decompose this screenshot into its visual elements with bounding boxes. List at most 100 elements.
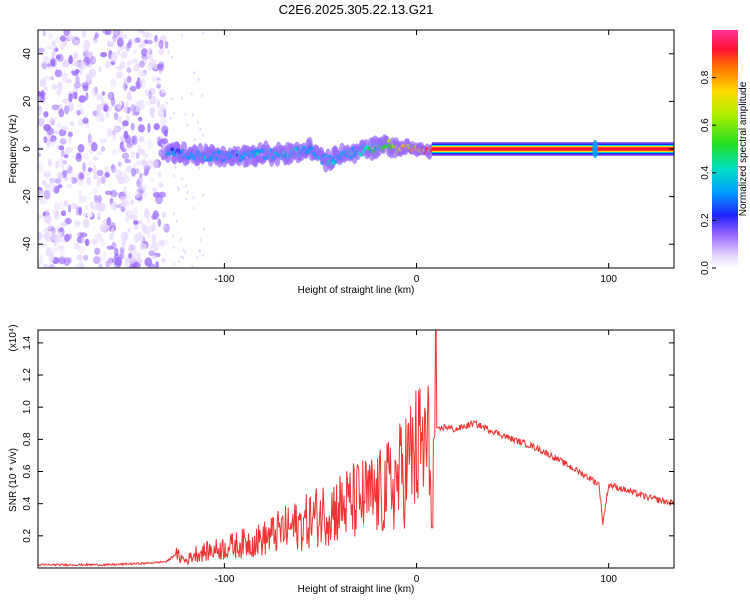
noise-speckle: [54, 202, 61, 212]
noise-speckle: [132, 177, 140, 188]
noise-speckle: [42, 30, 46, 37]
noise-speckle: [61, 125, 68, 131]
noise-speckle: [93, 188, 98, 194]
noise-speckle: [152, 76, 156, 82]
noise-speckle: [137, 116, 143, 122]
noise-speckle: [86, 177, 92, 186]
noise-speckle: [182, 248, 185, 252]
noise-speckle: [192, 207, 195, 210]
noise-speckle: [134, 37, 141, 43]
colorbar-tick-label: 0.8: [700, 70, 711, 84]
snr-x-label: Height of straight line (km): [298, 584, 415, 595]
noise-speckle: [99, 117, 106, 122]
noise-speckle: [38, 232, 42, 241]
noise-speckle: [173, 174, 176, 178]
noise-speckle: [122, 81, 128, 92]
noise-speckle: [131, 135, 136, 144]
noise-speckle: [142, 152, 149, 159]
x-tick-label: 100: [600, 574, 617, 585]
noise-speckle: [51, 247, 59, 253]
noise-speckle: [199, 238, 202, 242]
noise-speckle: [40, 117, 45, 126]
noise-speckle: [198, 166, 201, 170]
noise-speckle: [126, 62, 130, 70]
x-tick-label: 0: [414, 274, 420, 285]
colorbar-tick-label: 0.2: [700, 213, 711, 227]
noise-speckle: [180, 96, 183, 100]
noise-speckle: [50, 58, 56, 67]
noise-speckle: [84, 238, 90, 247]
x-tick-label: 100: [600, 274, 617, 285]
noise-speckle: [61, 164, 65, 172]
noise-speckle: [179, 238, 182, 242]
noise-speckle: [139, 243, 147, 251]
noise-speckle: [83, 254, 89, 261]
noise-speckle: [161, 257, 167, 263]
noise-speckle: [131, 249, 138, 257]
noise-speckle: [59, 248, 65, 258]
noise-speckle: [94, 232, 103, 243]
snr-x-axis: -100 0 100: [214, 330, 617, 585]
noise-speckle: [124, 252, 128, 260]
noise-speckle: [81, 30, 86, 38]
noise-speckle: [133, 63, 140, 72]
noise-speckle: [51, 104, 60, 111]
noise-speckle: [122, 175, 130, 184]
noise-speckle: [117, 104, 122, 110]
noise-speckle: [42, 56, 49, 65]
noise-speckle: [117, 161, 124, 168]
colorbar: 0.0 0.2 0.4 0.6 0.8 Normalized spectral ampl…: [700, 30, 749, 275]
noise-speckle: [38, 152, 41, 157]
figure-title: C2E6.2025.305.22.13.G21: [279, 2, 434, 17]
noise-speckle: [77, 144, 85, 153]
noise-speckle: [60, 148, 65, 158]
noise-speckle: [59, 42, 65, 50]
noise-speckle: [182, 255, 185, 259]
noise-speckle: [44, 183, 50, 190]
noise-speckle: [78, 118, 84, 127]
noise-speckle: [86, 50, 93, 59]
noise-speckle: [127, 60, 133, 66]
noise-speckle: [102, 251, 107, 260]
noise-speckle: [58, 231, 63, 237]
noise-speckle: [48, 181, 56, 192]
noise-speckle: [144, 207, 149, 213]
noise-speckle: [156, 227, 162, 234]
noise-speckle: [141, 184, 148, 191]
noise-speckle: [63, 30, 70, 37]
noise-speckle: [104, 190, 113, 195]
noise-speckle: [42, 179, 47, 186]
spectrogram-panel: -100 0 100 -40 -20 0 20 40 Height of straight …: [8, 29, 675, 296]
noise-speckle: [50, 75, 55, 81]
noise-speckle: [146, 216, 150, 224]
noise-speckle: [90, 56, 97, 65]
noise-speckle: [95, 111, 100, 122]
noise-speckle: [68, 93, 73, 103]
noise-speckle: [72, 91, 78, 100]
noise-speckle: [85, 113, 93, 119]
noise-speckle: [51, 84, 58, 90]
noise-speckle: [85, 92, 89, 101]
noise-speckle: [93, 174, 98, 180]
noise-speckle: [125, 214, 130, 223]
noise-speckle: [73, 264, 82, 268]
noise-speckle: [66, 183, 73, 189]
noise-speckle: [59, 35, 66, 42]
noise-speckle: [132, 58, 139, 64]
noise-speckle: [151, 254, 158, 260]
noise-speckle: [152, 210, 159, 220]
noise-speckle: [94, 194, 98, 203]
noise-speckle: [49, 252, 55, 262]
noise-speckle: [113, 125, 118, 135]
noise-speckle: [44, 224, 52, 230]
noise-speckle: [196, 256, 199, 260]
noise-speckle: [158, 191, 166, 198]
noise-speckle: [47, 225, 55, 232]
noise-speckle: [81, 236, 85, 244]
noise-speckle: [79, 256, 83, 266]
noise-speckle: [185, 197, 188, 201]
noise-speckle: [82, 218, 90, 228]
noise-speckle: [133, 49, 137, 54]
noise-speckle: [126, 75, 132, 84]
noise-speckle: [73, 39, 77, 45]
